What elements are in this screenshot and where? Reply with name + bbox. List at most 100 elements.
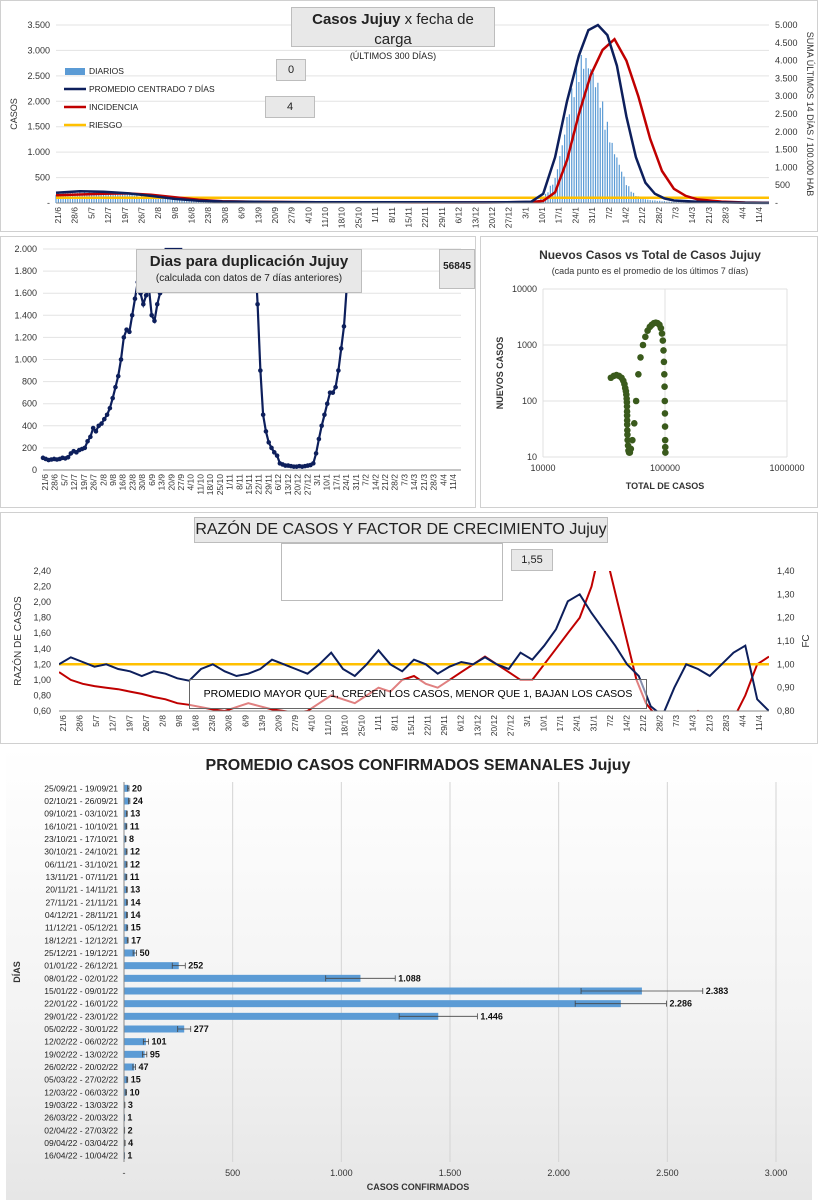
x-tick-label: 25/10 bbox=[353, 207, 363, 229]
x-tick-label: 13/9 bbox=[157, 474, 167, 491]
panel-duplicacion: 0 200 400 600 800 1.000 1.200 1.400 1.600 1.800 2.… bbox=[0, 236, 476, 508]
x-tick-label: 2.500 bbox=[656, 1168, 679, 1178]
category-label: 02/10/21 - 26/09/21 bbox=[44, 796, 118, 806]
diarios-bar bbox=[628, 186, 630, 203]
x-tick-label: 29/11 bbox=[439, 715, 449, 736]
y-right-tick-label: - bbox=[775, 198, 778, 208]
diarios-bar bbox=[176, 199, 178, 203]
promedio-semanal-chart: PROMEDIO CASOS CONFIRMADOS SEMANALES Juj… bbox=[12, 757, 787, 1192]
diarios-bar bbox=[145, 196, 147, 203]
value-box-top: 0 bbox=[276, 59, 306, 81]
diarios-bar bbox=[585, 58, 587, 203]
category-label: 09/10/21 - 03/10/21 bbox=[44, 809, 118, 819]
diarios-bar bbox=[138, 196, 140, 203]
diarios-bar bbox=[169, 199, 171, 203]
value-label: 11 bbox=[130, 872, 140, 882]
diarios-bar bbox=[668, 201, 670, 203]
x-tick-label: 29/11 bbox=[263, 474, 273, 495]
diarios-bar bbox=[140, 195, 143, 203]
category-label: 11/12/21 - 05/12/21 bbox=[45, 923, 118, 933]
x-tick-label: 30/8 bbox=[220, 207, 230, 224]
bar bbox=[124, 962, 179, 970]
x-tick-label: 13/12 bbox=[472, 715, 482, 737]
scatter-point bbox=[659, 337, 667, 344]
x-tick-label: 21/3 bbox=[419, 474, 429, 491]
x-tick-label: 3/1 bbox=[522, 715, 532, 727]
x-tick-label: 28/3 bbox=[721, 715, 731, 732]
x-tick-label: 2.000 bbox=[547, 1168, 570, 1178]
diarios-bar bbox=[656, 200, 658, 203]
y-right-tick-label: 3.500 bbox=[775, 73, 798, 83]
y-tick-label: 800 bbox=[22, 377, 37, 387]
x-tick-label: 28/6 bbox=[75, 715, 85, 732]
duplicacion-point bbox=[258, 368, 263, 373]
y-tick-label: 200 bbox=[22, 443, 37, 453]
x-tick-label: 7/2 bbox=[361, 474, 371, 486]
x-tick-label: 28/2 bbox=[390, 474, 400, 491]
bar bbox=[124, 911, 128, 919]
y-left-tick-label: 2,00 bbox=[33, 597, 51, 607]
x-tick-label: 25/10 bbox=[356, 715, 366, 737]
scatter-point bbox=[639, 341, 647, 349]
diarios-bar bbox=[670, 201, 673, 203]
x-tick-label: 22/11 bbox=[423, 715, 433, 736]
category-label: 22/01/22 - 16/01/22 bbox=[44, 999, 118, 1009]
x-tick-label: 19/7 bbox=[124, 715, 134, 732]
duplicacion-point bbox=[88, 434, 93, 440]
category-label: 16/04/22 - 10/04/22 bbox=[44, 1151, 118, 1161]
bar bbox=[124, 886, 127, 894]
x-tick-label: 24/1 bbox=[341, 474, 351, 491]
y-right-tick-label: 1,10 bbox=[777, 636, 795, 646]
x-tick-label: 1/11 bbox=[370, 207, 380, 223]
y-left-tick-label: 2.500 bbox=[27, 71, 50, 81]
x-tick-label: 11/4 bbox=[754, 207, 764, 223]
duplicacion-point bbox=[143, 293, 149, 298]
duplicacion-point bbox=[141, 301, 146, 307]
y-tick-label: 1.600 bbox=[14, 288, 37, 298]
x-tick-label: 6/12 bbox=[456, 715, 466, 732]
category-label: 09/04/22 - 03/04/22 bbox=[44, 1138, 118, 1148]
scatter-point bbox=[661, 423, 669, 430]
diarios-bar bbox=[193, 200, 195, 203]
scatter-point bbox=[630, 419, 638, 427]
y-right-tick-label: 1,20 bbox=[777, 613, 795, 623]
diarios-bar bbox=[573, 97, 575, 203]
x-tick-label: 2/8 bbox=[98, 474, 108, 486]
x-tick-label: 21/6 bbox=[40, 474, 50, 491]
x-tick-label: 500 bbox=[225, 1168, 240, 1178]
duplicacion-point bbox=[127, 329, 132, 335]
y-left-tick-label: 1,00 bbox=[33, 675, 51, 685]
y-tick-label: 600 bbox=[22, 399, 37, 409]
x-tick-label: 20/9 bbox=[270, 207, 280, 224]
duplicacion-point bbox=[338, 346, 344, 351]
duplicacion-point bbox=[121, 335, 127, 340]
bar bbox=[124, 1050, 145, 1058]
x-tick-label: 4/4 bbox=[737, 715, 747, 727]
scatter-point bbox=[623, 421, 631, 428]
value-box-duplicacion: 56845 bbox=[439, 249, 475, 289]
x-tick-label: 6/12 bbox=[273, 474, 283, 491]
diarios-bar bbox=[578, 81, 580, 203]
x-tick-label: 28/6 bbox=[50, 474, 60, 491]
category-label: 25/09/21 - 19/09/21 bbox=[44, 783, 118, 793]
y-left-tick-label: 0,80 bbox=[33, 690, 51, 700]
x-tick-label: 10/1 bbox=[539, 715, 549, 732]
diarios-bar bbox=[188, 200, 190, 203]
x-tick-label: 13/9 bbox=[257, 715, 267, 732]
diarios-bar bbox=[597, 82, 599, 203]
x-tick-label: 20/12 bbox=[293, 474, 303, 496]
category-label: 25/12/21 - 19/12/21 bbox=[44, 948, 118, 958]
value-label: 2.286 bbox=[669, 999, 692, 1009]
x-axis-label: CASOS CONFIRMADOS bbox=[367, 1182, 470, 1192]
title-rest: x fecha de carga bbox=[374, 11, 474, 48]
value-label: 8 bbox=[129, 834, 134, 844]
diarios-bar bbox=[136, 195, 138, 203]
category-label: 20/11/21 - 14/11/21 bbox=[46, 885, 119, 895]
x-tick-label: 28/3 bbox=[429, 474, 439, 491]
y-tick-label: 1.400 bbox=[14, 310, 37, 320]
x-tick-label: 18/10 bbox=[337, 207, 347, 229]
value-label: 14 bbox=[130, 910, 140, 920]
diarios-bar bbox=[167, 198, 169, 203]
x-tick-label: 25/10 bbox=[215, 474, 225, 496]
scatter-point bbox=[623, 412, 631, 419]
